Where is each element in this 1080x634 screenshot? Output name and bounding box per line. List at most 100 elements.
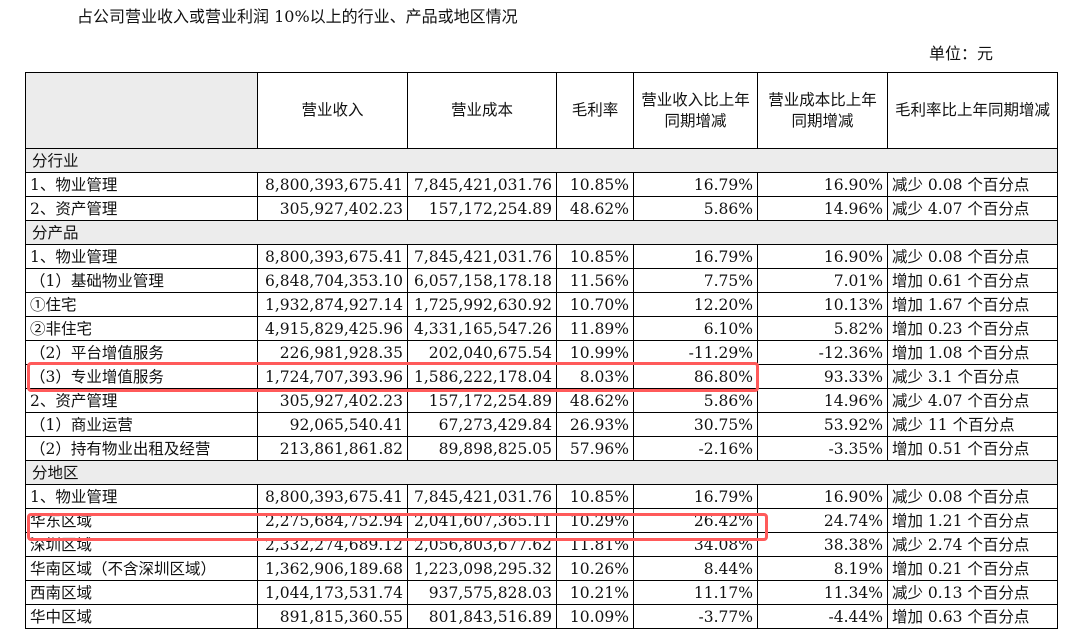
revenue-change-cell: 16.79% <box>633 244 758 269</box>
header-margin-change: 毛利率比上年同期增减 <box>887 72 1058 149</box>
revenue-change-cell: 86.80% <box>633 364 758 389</box>
row-label: （1）商业运营 <box>25 412 258 437</box>
cost-cell: 801,843,516.89 <box>407 604 557 629</box>
cost-cell: 157,172,254.89 <box>407 388 557 413</box>
cost-cell: 2,041,607,365.11 <box>407 508 557 533</box>
cost-change-cell: 8.19% <box>757 556 888 581</box>
revenue-change-cell: -11.29% <box>633 340 758 365</box>
margin-change-cell: 减少 2.74 个百分点 <box>887 532 1058 557</box>
table-row: （3）专业增值服务 1,724,707,393.96 1,586,222,178.0… <box>25 364 1058 389</box>
revenue-change-cell: 5.86% <box>633 388 758 413</box>
gross-margin-cell: 10.85% <box>556 244 634 269</box>
revenue-cell: 305,927,402.23 <box>257 388 408 413</box>
margin-change-cell: 减少 0.13 个百分点 <box>887 580 1058 605</box>
gross-margin-cell: 10.09% <box>556 604 634 629</box>
cost-cell: 67,273,429.84 <box>407 412 557 437</box>
row-label: （2）平台增值服务 <box>25 340 258 365</box>
revenue-change-cell: -3.77% <box>633 604 758 629</box>
row-label: 1、物业管理 <box>25 484 258 509</box>
cost-change-cell: -3.35% <box>757 436 888 461</box>
gross-margin-cell: 10.99% <box>556 340 634 365</box>
table-row: ②非住宅 4,915,829,425.96 4,331,165,547.26 11.8… <box>25 316 1058 341</box>
revenue-change-cell: 6.10% <box>633 316 758 341</box>
section-row: 分行业 <box>25 148 1058 173</box>
gross-margin-cell: 10.29% <box>556 508 634 533</box>
margin-change-cell: 减少 0.08 个百分点 <box>887 484 1058 509</box>
row-label: 2、资产管理 <box>25 196 258 221</box>
gross-margin-cell: 8.03% <box>556 364 634 389</box>
revenue-cell: 6,848,704,353.10 <box>257 268 408 293</box>
cost-change-cell: 7.01% <box>757 268 888 293</box>
cost-cell: 202,040,675.54 <box>407 340 557 365</box>
gross-margin-cell: 10.70% <box>556 292 634 317</box>
table-row: 华东区域 2,275,684,752.94 2,041,607,365.11 10.2… <box>25 508 1058 533</box>
gross-margin-cell: 10.21% <box>556 580 634 605</box>
margin-change-cell: 减少 3.1 个百分点 <box>887 364 1058 389</box>
table-row: （1）基础物业管理 6,848,704,353.10 6,057,158,178.1… <box>25 268 1058 293</box>
margin-change-cell: 增加 0.23 个百分点 <box>887 316 1058 341</box>
gross-margin-cell: 57.96% <box>556 436 634 461</box>
row-label: 西南区域 <box>25 580 258 605</box>
header-revenue-change: 营业收入比上年同期增减 <box>633 72 758 149</box>
revenue-change-cell: 7.75% <box>633 268 758 293</box>
margin-change-cell: 减少 0.08 个百分点 <box>887 244 1058 269</box>
cost-change-cell: 14.96% <box>757 196 888 221</box>
cost-change-cell: 93.33% <box>757 364 888 389</box>
gross-margin-cell: 11.81% <box>556 532 634 557</box>
cost-cell: 7,845,421,031.76 <box>407 172 557 197</box>
section-row: 分地区 <box>25 460 1058 485</box>
section-row: 分产品 <box>25 220 1058 245</box>
header-cost: 营业成本 <box>407 72 557 149</box>
header-gross-margin: 毛利率 <box>556 72 634 149</box>
revenue-cell: 305,927,402.23 <box>257 196 408 221</box>
margin-change-cell: 增加 0.61 个百分点 <box>887 268 1058 293</box>
row-label: ②非住宅 <box>25 316 258 341</box>
gross-margin-cell: 48.62% <box>556 196 634 221</box>
cost-cell: 89,898,825.05 <box>407 436 557 461</box>
cost-cell: 1,586,222,178.04 <box>407 364 557 389</box>
table-row: ①住宅 1,932,874,927.14 1,725,992,630.92 10.70… <box>25 292 1058 317</box>
table-caption: 占公司营业收入或营业利润 10%以上的行业、产品或地区情况 <box>77 7 518 26</box>
cost-cell: 2,056,803,677.62 <box>407 532 557 557</box>
table-header-row: 营业收入 营业成本 毛利率 营业收入比上年同期增减 营业成本比上年同期增减 毛利… <box>25 72 1058 149</box>
table-row: 2、资产管理 305,927,402.23 157,172,254.89 48.62%… <box>25 196 1058 221</box>
table-row: 西南区域 1,044,173,531.74 937,575,828.03 10.21%… <box>25 580 1058 605</box>
cost-change-cell: 53.92% <box>757 412 888 437</box>
revenue-cell: 226,981,928.35 <box>257 340 408 365</box>
cost-change-cell: 10.13% <box>757 292 888 317</box>
header-revenue: 营业收入 <box>257 72 408 149</box>
cost-change-cell: 11.34% <box>757 580 888 605</box>
cost-change-cell: -4.44% <box>757 604 888 629</box>
revenue-change-cell: 11.17% <box>633 580 758 605</box>
revenue-cell: 8,800,393,675.41 <box>257 244 408 269</box>
revenue-cell: 891,815,360.55 <box>257 604 408 629</box>
gross-margin-cell: 10.85% <box>556 484 634 509</box>
cost-change-cell: 38.38% <box>757 532 888 557</box>
table-row: 1、物业管理 8,800,393,675.41 7,845,421,031.76 10… <box>25 244 1058 269</box>
financial-table: 营业收入 营业成本 毛利率 营业收入比上年同期增减 营业成本比上年同期增减 毛利… <box>25 72 1058 629</box>
cost-cell: 6,057,158,178.18 <box>407 268 557 293</box>
revenue-cell: 8,800,393,675.41 <box>257 172 408 197</box>
table-row: 2、资产管理 305,927,402.23 157,172,254.89 48.62%… <box>25 388 1058 413</box>
cost-change-cell: -12.36% <box>757 340 888 365</box>
revenue-cell: 1,044,173,531.74 <box>257 580 408 605</box>
table-row: （2）持有物业出租及经营 213,861,861.82 89,898,825.05 5… <box>25 436 1058 461</box>
table-row: 深圳区域 2,332,274,689.12 2,056,803,677.62 11.8… <box>25 532 1058 557</box>
row-label: ①住宅 <box>25 292 258 317</box>
revenue-cell: 2,275,684,752.94 <box>257 508 408 533</box>
row-label: 1、物业管理 <box>25 244 258 269</box>
revenue-cell: 2,332,274,689.12 <box>257 532 408 557</box>
margin-change-cell: 减少 0.08 个百分点 <box>887 172 1058 197</box>
margin-change-cell: 增加 0.21 个百分点 <box>887 556 1058 581</box>
row-label: 华南区域（不含深圳区域） <box>25 556 258 581</box>
row-label: （3）专业增值服务 <box>25 364 258 389</box>
table-row: 华中区域 891,815,360.55 801,843,516.89 10.09% -3… <box>25 604 1058 629</box>
revenue-cell: 8,800,393,675.41 <box>257 484 408 509</box>
revenue-change-cell: 16.79% <box>633 484 758 509</box>
table-body: 分行业 1、物业管理 8,800,393,675.41 7,845,421,031.7… <box>25 148 1058 629</box>
revenue-change-cell: -2.16% <box>633 436 758 461</box>
revenue-change-cell: 34.08% <box>633 532 758 557</box>
revenue-cell: 92,065,540.41 <box>257 412 408 437</box>
table-row: 华南区域（不含深圳区域） 1,362,906,189.68 1,223,098,29… <box>25 556 1058 581</box>
table-row: 1、物业管理 8,800,393,675.41 7,845,421,031.76 10… <box>25 172 1058 197</box>
